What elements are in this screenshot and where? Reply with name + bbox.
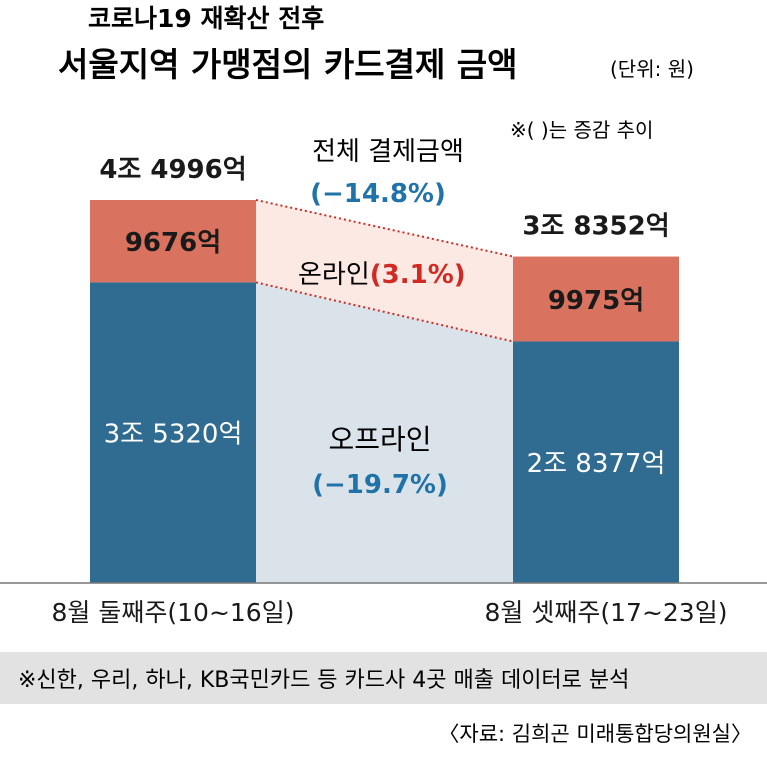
total-change-label: (−14.8%) xyxy=(310,179,446,209)
title-line1: 코로나19 재확산 전후 xyxy=(88,4,324,33)
offline-change-label: (−19.7%) xyxy=(312,470,448,500)
footnote-bar xyxy=(0,652,767,704)
offline-value-week3: 2조 8377억 xyxy=(527,449,666,479)
bar-offline-week2 xyxy=(90,282,256,583)
change-note: ※( )는 증감 추이 xyxy=(510,118,653,142)
offline-label: 오프라인 xyxy=(328,423,431,456)
category-label-week2: 8월 둘째주(10~16일) xyxy=(52,598,295,627)
offline-dotted-line xyxy=(255,281,514,343)
online-label-group: 온라인(3.1%) xyxy=(298,260,466,290)
source-credit: 〈자료: 김희곤 미래통합당의원실〉 xyxy=(438,722,752,746)
offline-connector-band xyxy=(256,282,513,583)
total-value-week3: 3조 8352억 xyxy=(522,212,669,242)
bar-online-week3 xyxy=(513,256,679,342)
bar-offline-week3 xyxy=(513,341,679,583)
category-label-week3: 8월 셋째주(17~23일) xyxy=(485,598,728,627)
bar-online-week2 xyxy=(90,200,256,283)
footnote: ※신한, 우리, 하나, KB국민카드 등 카드사 4곳 매출 데이터로 분석 xyxy=(18,668,629,693)
total-dotted-line xyxy=(255,199,514,258)
unit-label: (단위: 원) xyxy=(610,57,694,81)
online-label: 온라인 xyxy=(298,260,370,290)
total-label: 전체 결제금액 xyxy=(312,137,464,167)
online-value-week2: 9676억 xyxy=(125,228,221,258)
online-connector-band xyxy=(256,200,513,342)
total-value-week2: 4조 4996억 xyxy=(99,155,246,185)
page-title: 서울지역 가맹점의 카드결제 금액 xyxy=(58,45,518,84)
offline-value-week2: 3조 5320억 xyxy=(104,420,243,450)
online-change-label: (3.1%) xyxy=(370,260,466,290)
online-value-week3: 9975억 xyxy=(548,286,644,316)
